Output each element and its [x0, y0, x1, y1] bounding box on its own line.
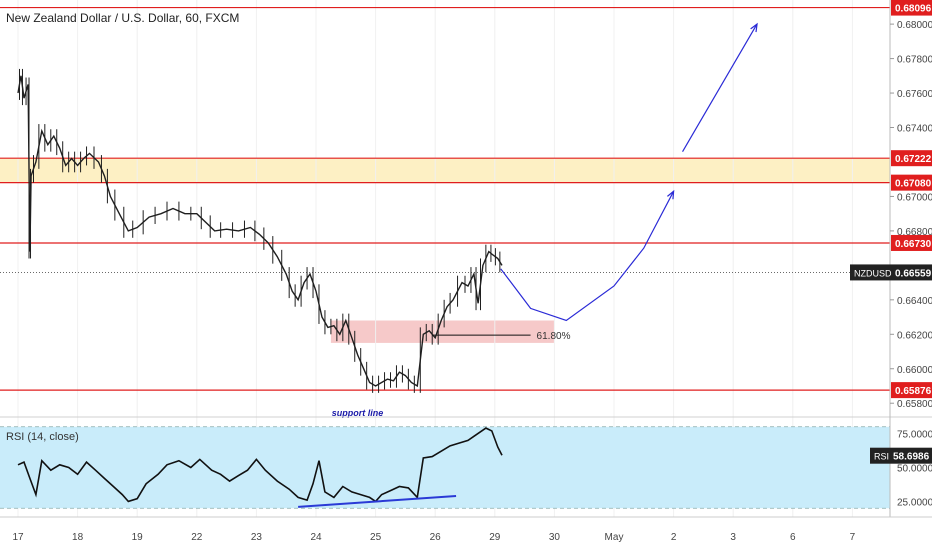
- supply-zone: [0, 158, 890, 183]
- rsi-divergence-line: [298, 495, 457, 508]
- time-tick-label: 18: [72, 532, 84, 543]
- chart-title: New Zealand Dollar / U.S. Dollar, 60, FX…: [6, 11, 239, 25]
- time-tick-label: 7: [850, 532, 856, 543]
- price-tick-label: 0.66800: [897, 227, 932, 238]
- price-tick-label: 0.65800: [897, 399, 932, 410]
- projection-arrowhead: [750, 22, 758, 33]
- current-price-symbol: NZDUSD: [854, 268, 892, 278]
- rsi-title: RSI (14, close): [6, 431, 79, 443]
- price-tick-label: 0.66400: [897, 296, 932, 307]
- current-price-label: 0.66559: [895, 268, 932, 279]
- time-tick-label: 30: [549, 532, 561, 543]
- projection-path: [682, 23, 758, 152]
- rsi-band: [0, 426, 890, 509]
- price-tick-label: 0.67400: [897, 124, 932, 135]
- time-tick-label: May: [605, 532, 624, 543]
- price-tick-label: 0.67000: [897, 192, 932, 203]
- rsi-tick-label: 25.0000: [897, 497, 932, 508]
- level-tag: [891, 174, 932, 191]
- time-tick-label: 26: [430, 532, 442, 543]
- level-tag: [891, 150, 932, 167]
- price-tick-label: 0.66200: [897, 330, 932, 341]
- time-tick-label: 23: [251, 532, 263, 543]
- time-tick-label: 24: [310, 532, 322, 543]
- fib-zone: [330, 320, 555, 343]
- level-tag-label: 0.68096: [895, 4, 932, 15]
- level-tag: [891, 234, 932, 251]
- level-tag-label: 0.66730: [895, 239, 932, 250]
- level-tag-label: 0.67080: [895, 179, 932, 190]
- level-tag-label: 0.67222: [895, 154, 932, 165]
- price-tick-label: 0.67600: [897, 89, 932, 100]
- price-series: [17, 75, 503, 388]
- time-tick-label: 25: [370, 532, 382, 543]
- time-tick-label: 19: [132, 532, 144, 543]
- price-tick-label: 0.67800: [897, 55, 932, 66]
- time-tick-label: 2: [671, 532, 677, 543]
- level-tag: [891, 382, 932, 399]
- current-price-tag: [850, 264, 932, 281]
- time-tick-label: 29: [489, 532, 501, 543]
- time-tick-label: 6: [790, 532, 796, 543]
- projection-path: [500, 191, 675, 322]
- rsi-value-label: 58.6986: [893, 452, 930, 463]
- fib-label: 61.80%: [537, 331, 571, 342]
- level-tag: [891, 0, 932, 16]
- time-tick-label: 3: [730, 532, 736, 543]
- rsi-series: [17, 427, 503, 503]
- level-tag-label: 0.65876: [895, 386, 932, 397]
- rsi-value-symbol: RSI: [874, 452, 889, 462]
- time-tick-label: 22: [191, 532, 203, 543]
- rsi-tick-label: 50.0000: [897, 464, 932, 475]
- projection-arrowhead: [667, 189, 675, 200]
- rsi-tick-label: 75.0000: [897, 430, 932, 441]
- rsi-value-tag: [870, 447, 932, 464]
- time-tick-label: 17: [12, 532, 24, 543]
- support-line-label: support line: [332, 408, 384, 418]
- price-tick-label: 0.66000: [897, 365, 932, 376]
- price-tick-label: 0.68000: [897, 20, 932, 31]
